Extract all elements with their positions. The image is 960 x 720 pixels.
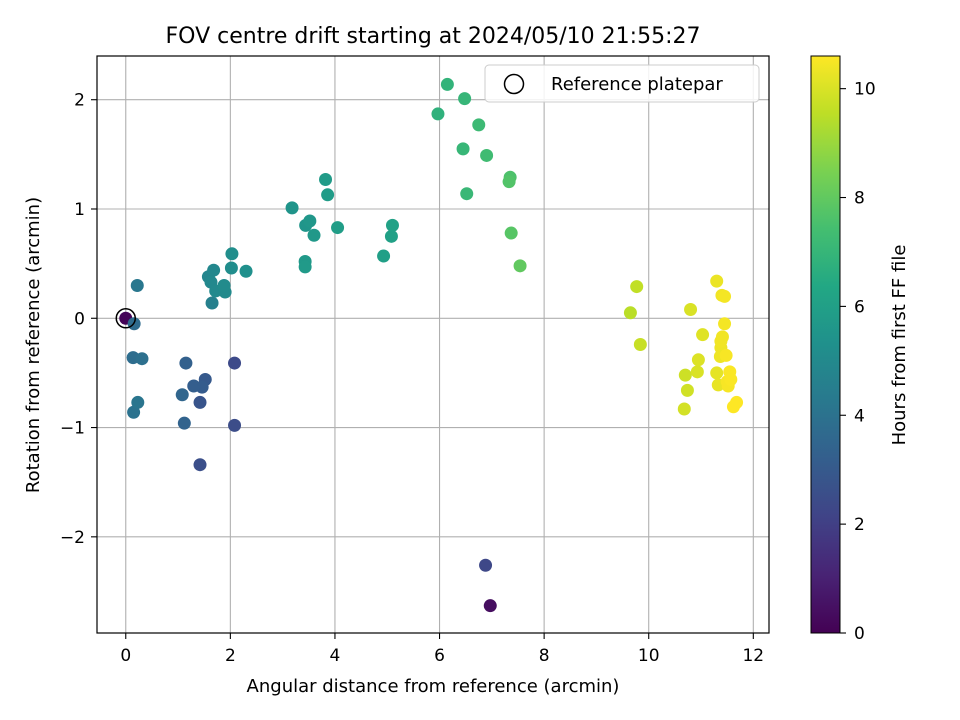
data-point (677, 402, 691, 416)
data-point (440, 77, 454, 91)
data-point (480, 148, 494, 162)
chart-title: FOV centre drift starting at 2024/05/10 … (166, 24, 701, 49)
data-point (127, 405, 141, 419)
data-point (710, 274, 724, 288)
data-point (730, 395, 744, 409)
data-point (331, 221, 345, 235)
data-point (135, 352, 149, 366)
data-point (303, 214, 317, 228)
data-point (719, 348, 733, 362)
data-point (319, 172, 333, 186)
data-point (680, 383, 694, 397)
data-point (239, 264, 253, 278)
x-axis-label: Angular distance from reference (arcmin) (247, 676, 620, 697)
data-point (718, 289, 732, 303)
x-tick-label: 10 (638, 646, 660, 666)
x-tick-label: 8 (539, 646, 550, 666)
colorbar: 0 2 4 6 8 10 Hours from first FF file (810, 55, 910, 644)
data-point (696, 328, 710, 342)
data-point (460, 187, 474, 201)
data-point (684, 303, 698, 317)
colorbar-tick-label: 8 (854, 189, 865, 209)
data-point (224, 261, 238, 275)
y-axis-label: Rotation from reference (arcmin) (23, 197, 44, 493)
legend-box (484, 64, 760, 103)
x-axis-ticks: 0 2 4 6 8 10 12 (120, 633, 764, 666)
colorbar-tick-label: 0 (854, 624, 865, 644)
y-axis-ticks: −2 −1 0 1 2 (60, 91, 97, 548)
data-point (217, 278, 231, 292)
data-point (715, 330, 729, 344)
colorbar-tick-label: 10 (854, 80, 876, 100)
x-tick-label: 12 (742, 646, 764, 666)
colorbar-gradient (810, 55, 841, 634)
data-point (131, 395, 145, 409)
data-point (179, 356, 193, 370)
data-point (207, 263, 221, 277)
data-point (504, 226, 518, 240)
legend: Reference platepar (484, 64, 760, 103)
data-point (193, 395, 207, 409)
legend-label-reference: Reference platepar (551, 74, 723, 95)
data-point (479, 558, 493, 572)
y-tick-label: −1 (60, 419, 85, 439)
data-point (225, 247, 239, 261)
data-point (691, 353, 705, 367)
data-point (431, 107, 445, 121)
reference-platepar-marker (115, 308, 137, 329)
data-point (502, 175, 516, 189)
data-point (175, 388, 189, 402)
colorbar-tick-label: 6 (854, 297, 865, 317)
y-tick-label: −2 (60, 528, 85, 548)
data-point (724, 372, 738, 386)
colorbar-tick-label: 2 (854, 515, 865, 535)
data-point (678, 368, 692, 382)
data-point (177, 416, 191, 430)
data-point (298, 260, 312, 274)
x-tick-label: 4 (330, 646, 341, 666)
data-point (623, 306, 637, 320)
data-point (377, 249, 391, 263)
y-tick-label: 2 (74, 91, 85, 111)
colorbar-tick-label: 4 (854, 406, 865, 426)
data-point (483, 599, 497, 613)
data-point (228, 418, 242, 432)
data-point (187, 379, 201, 393)
data-point (718, 317, 732, 331)
data-points (115, 77, 744, 613)
y-tick-label: 0 (74, 309, 85, 329)
colorbar-ticks: 0 2 4 6 8 10 (840, 80, 876, 644)
data-point (458, 92, 472, 106)
data-point (285, 201, 299, 215)
data-point (472, 118, 486, 132)
x-tick-label: 2 (225, 646, 236, 666)
data-point (456, 142, 470, 156)
x-tick-label: 0 (120, 646, 131, 666)
data-point (633, 338, 647, 351)
plot-frame (96, 55, 770, 634)
data-point (384, 229, 398, 243)
x-tick-label: 6 (434, 646, 445, 666)
data-point (193, 458, 207, 472)
legend-marker-reference (503, 73, 525, 95)
grid-lines (97, 56, 769, 633)
data-point (205, 296, 219, 310)
colorbar-label: Hours from first FF file (889, 245, 910, 446)
data-point (513, 259, 527, 273)
data-point (307, 228, 321, 242)
data-point (385, 218, 399, 232)
y-tick-label: 1 (74, 200, 85, 220)
data-point (710, 366, 724, 380)
data-point (130, 278, 144, 292)
data-point (630, 280, 644, 294)
data-point (321, 188, 335, 202)
data-point (690, 365, 704, 379)
data-point (228, 356, 242, 370)
